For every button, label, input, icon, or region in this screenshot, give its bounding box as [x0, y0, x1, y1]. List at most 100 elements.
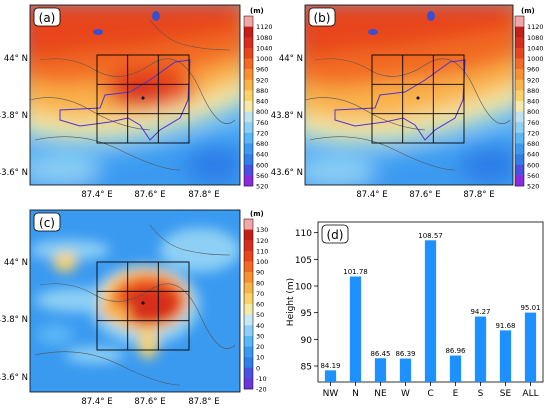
- panel-c-field: [30, 210, 240, 392]
- colorbar-tick-label: 20: [256, 343, 264, 351]
- bar-s: [474, 316, 487, 382]
- panel-b-label: (b): [314, 11, 331, 25]
- panel-c-axes: 44° N 43.8° N 43.6° N 87.4° E 87.6° E 87…: [0, 258, 220, 407]
- bar-value-label: 101.78: [343, 268, 368, 276]
- colorbar-swatch: [244, 122, 253, 134]
- colorbar-swatch: [244, 229, 253, 241]
- panel-d-bar-chart: (d) Height (m) 85 90 95 100 105 110 84.19 101.…: [286, 221, 544, 399]
- colorbar-swatch: [244, 90, 253, 102]
- x-tick-label: NW: [323, 389, 339, 399]
- colorbar-tick-label: 720: [527, 129, 539, 137]
- colorbar-swatch: [244, 26, 253, 38]
- colorbar-swatch: [244, 335, 253, 347]
- colorbar-swatch: [244, 69, 253, 81]
- x-axis: NW N NE W C E S SE ALL: [323, 382, 539, 399]
- x-tick-label: 87.4° E: [81, 190, 112, 200]
- bar-value-label: 95.01: [520, 304, 540, 312]
- colorbar-tick-label: 800: [256, 108, 268, 116]
- colorbar-tick-label: 600: [256, 161, 268, 169]
- colorbar-unit: (m): [250, 7, 264, 15]
- colorbar-swatch: [244, 357, 253, 369]
- colorbar-swatch: [515, 143, 524, 155]
- bars: 84.19 101.78 86.45 86.39 108.57 86.96 94.27 91.…: [320, 232, 541, 382]
- y-tick-label: 43.6° N: [0, 373, 28, 383]
- colorbar-tick-label: 1040: [527, 44, 544, 52]
- colorbar-tick-label: 50: [256, 311, 264, 319]
- colorbar-tick-label: 110: [256, 247, 268, 255]
- colorbar-swatch: [515, 175, 524, 187]
- colorbar-tick-label: 80: [256, 279, 264, 287]
- colorbar-tick-label: 920: [527, 76, 539, 84]
- colorbar-swatch: [244, 272, 253, 284]
- bar-c: [424, 240, 437, 382]
- colorbar-tick-label: 680: [527, 140, 539, 148]
- panel-c-label: (c): [39, 216, 55, 230]
- colorbar-tick-label: 560: [527, 172, 539, 180]
- bar-value-label: 86.45: [370, 350, 390, 358]
- colorbar-tick-label: 560: [256, 172, 268, 180]
- x-tick-label: 87.8° E: [188, 190, 219, 200]
- colorbar-tick-label: 920: [256, 76, 268, 84]
- y-tick-label: 43.8° N: [271, 111, 303, 121]
- colorbar-swatch: [244, 378, 253, 390]
- colorbar-swatch: [244, 293, 253, 305]
- colorbar-swatch: [244, 314, 253, 326]
- colorbar-swatch: [515, 79, 524, 91]
- colorbar-swatch: [244, 304, 253, 315]
- colorbar-swatch: [244, 282, 253, 294]
- panel-c-frame: [29, 209, 241, 393]
- colorbar-swatch: [515, 111, 524, 123]
- bar-se: [499, 330, 512, 382]
- colorbar-tick-label: 40: [256, 322, 264, 330]
- colorbar-tick-label: 90: [256, 269, 264, 277]
- colorbar-tick-label: 720: [256, 129, 268, 137]
- colorbar-swatch: [244, 101, 253, 112]
- y-tick-label: 100: [295, 283, 312, 293]
- bar-value-label: 94.27: [470, 308, 490, 316]
- x-tick-label: C: [427, 389, 433, 399]
- colorbar-tick-label: 30: [256, 332, 264, 340]
- bar-value-label: 108.57: [418, 232, 443, 240]
- panel-b-frame: [304, 4, 514, 186]
- bar-value-label: 86.39: [395, 350, 415, 358]
- colorbar-swatch: [515, 90, 524, 102]
- colorbar-tick-label: 520: [256, 183, 268, 191]
- panel-c-grid: [96, 261, 190, 351]
- x-tick-label: 87.4° E: [81, 397, 112, 407]
- colorbar-swatch: [244, 240, 253, 252]
- y-tick-label: 44° N: [279, 54, 303, 64]
- y-tick-label: 44° N: [4, 54, 28, 64]
- colorbar-tick-label: 600: [527, 161, 539, 169]
- colorbar-swatch: [244, 250, 253, 262]
- colorbar-tick-label: 1000: [527, 55, 544, 63]
- panel-a-map: (a) 44° N 43.8° N 43.6° N 87.4° E 87.6° …: [0, 4, 273, 200]
- colorbar-tick-label: 1120: [256, 23, 273, 31]
- colorbar-tick-label: 960: [527, 66, 539, 74]
- colorbar-swatch: [244, 16, 253, 27]
- x-tick-label: 87.4° E: [356, 190, 387, 200]
- x-tick-label: 87.8° E: [463, 190, 494, 200]
- colorbar-swatch: [515, 132, 524, 144]
- colorbar-tick-label: 760: [256, 119, 268, 127]
- colorbar-tick-label: 60: [256, 301, 264, 309]
- colorbar-tick-label: 760: [527, 119, 539, 127]
- panel-a-grid: [96, 54, 190, 144]
- bar-value-label: 84.19: [320, 362, 340, 370]
- colorbar-swatch: [244, 37, 253, 49]
- colorbar-swatch: [244, 325, 253, 337]
- colorbar-swatch: [515, 58, 524, 70]
- x-tick-label: 87.6° E: [409, 190, 440, 200]
- colorbar-tick-label: 1000: [256, 55, 273, 63]
- panel-a-axes: 44° N 43.8° N 43.6° N 87.4° E 87.6° E 87…: [0, 54, 220, 200]
- colorbar-swatch: [515, 122, 524, 134]
- colorbar-swatch: [244, 47, 253, 59]
- y-tick-label: 105: [295, 256, 312, 266]
- colorbar-tick-label: 880: [256, 87, 268, 95]
- y-tick-label: 90: [301, 336, 313, 346]
- colorbar-swatch: [515, 26, 524, 38]
- y-tick-label: 43.6° N: [271, 168, 303, 178]
- y-axis-label: Height (m): [286, 278, 296, 326]
- colorbar-tick-label: 130: [256, 226, 268, 234]
- bar-e: [449, 355, 462, 382]
- colorbar-swatch: [515, 16, 524, 27]
